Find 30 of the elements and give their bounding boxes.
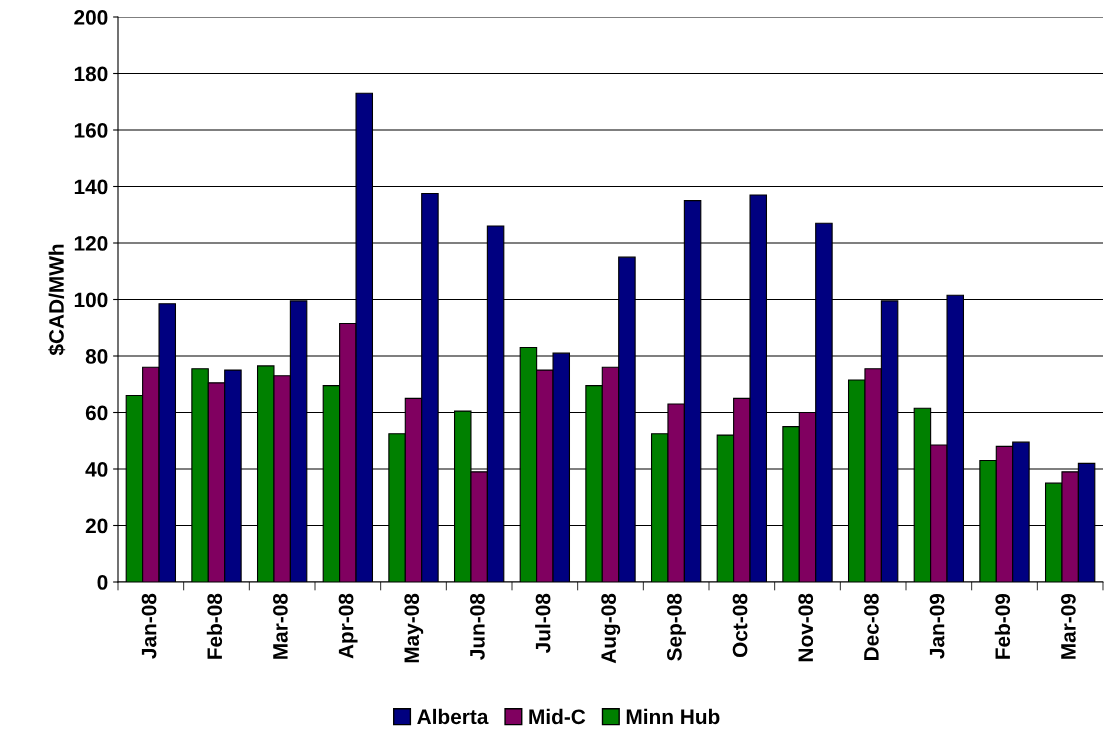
- x-tick-label: Aug-08: [601, 593, 621, 664]
- x-tick-label: Mar-08: [273, 593, 288, 659]
- y-tick-label: 120: [74, 236, 108, 251]
- y-tick-label: 140: [74, 179, 108, 195]
- y-tick-label: 80: [85, 349, 108, 364]
- x-tick-label: Jan-08: [141, 593, 157, 659]
- x-tick-label: May-08: [404, 593, 424, 663]
- x-tick-label: Jun-08: [470, 593, 485, 660]
- x-tick-label: Feb-08: [206, 593, 223, 659]
- y-tick-label: 20: [85, 518, 108, 534]
- x-tick-label: Apr-08: [338, 593, 358, 659]
- x-tick-label: Feb-09: [994, 593, 1011, 659]
- y-tick-label: 40: [85, 462, 108, 477]
- legend-label: Minn Hub: [626, 708, 720, 725]
- y-axis-title: $CAD/MWh: [48, 244, 66, 356]
- x-tick-label: Mar-09: [1061, 593, 1076, 659]
- y-tick-label: 200: [74, 10, 108, 25]
- x-tick-label: Oct-08: [732, 593, 748, 658]
- x-tick-label: Jul-08: [535, 593, 551, 653]
- legend-label: Mid-C: [529, 708, 586, 725]
- x-tick-label: Sep-08: [667, 593, 686, 661]
- y-tick-label: 100: [74, 292, 108, 308]
- y-tick-label: 160: [74, 123, 108, 138]
- x-tick-label: Nov-08: [798, 593, 814, 662]
- y-tick-label: 0: [97, 575, 108, 590]
- legend-label: Alberta: [417, 708, 489, 725]
- x-tick-label: Jan-09: [929, 593, 945, 659]
- y-tick-label: 180: [74, 66, 108, 82]
- x-tick-label: Dec-08: [864, 593, 879, 661]
- y-tick-label: 60: [85, 405, 108, 421]
